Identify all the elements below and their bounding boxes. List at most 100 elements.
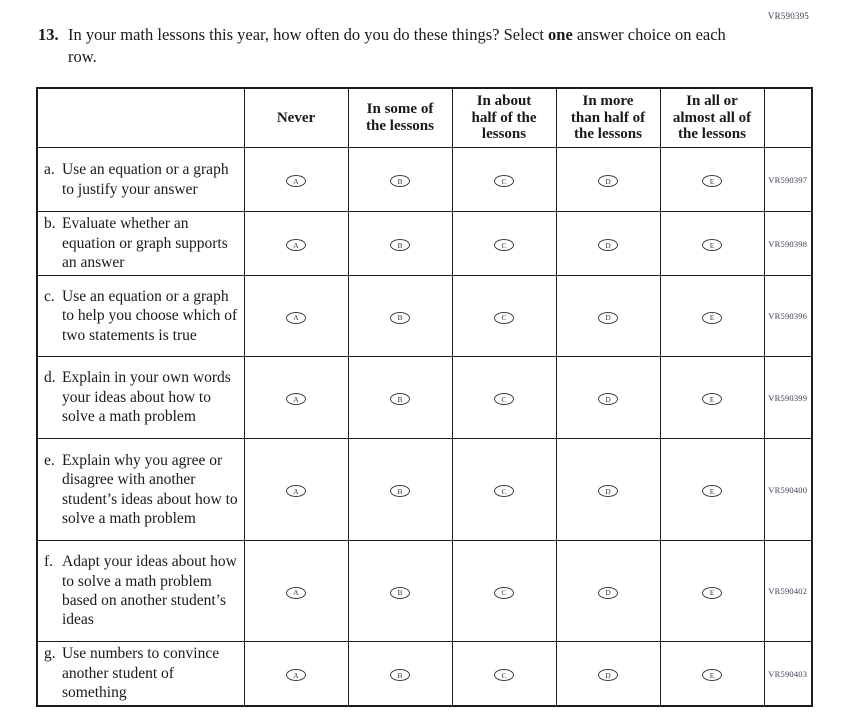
- row-label-cell: c. Use an equation or a graph to help yo…: [36, 275, 245, 357]
- option-cell-all: E: [659, 356, 765, 439]
- row-code: VR590398: [763, 211, 813, 276]
- option-cell-never: A: [243, 275, 349, 357]
- bubble-option-a[interactable]: A: [286, 311, 306, 324]
- option-cell-more-than-half: D: [555, 641, 661, 707]
- row-label: Use an equation or a graph to help you c…: [62, 287, 238, 344]
- bubble-option-d[interactable]: D: [598, 311, 618, 324]
- option-cell-about-half: C: [451, 438, 557, 541]
- bubble-option-c[interactable]: C: [494, 311, 514, 324]
- bubble-option-a[interactable]: A: [286, 239, 306, 252]
- bubble-option-d[interactable]: D: [598, 175, 618, 188]
- bubble-option-d[interactable]: D: [598, 485, 618, 498]
- bubble-option-e[interactable]: E: [702, 393, 722, 406]
- bubble-option-d[interactable]: D: [598, 669, 618, 682]
- table-row-e: e. Explain why you agree or disagree wit…: [36, 438, 813, 541]
- bubble-option-b[interactable]: B: [390, 393, 410, 406]
- question-number: 13.: [38, 25, 59, 44]
- bubble-option-b[interactable]: B: [390, 669, 410, 682]
- option-cell-about-half: C: [451, 356, 557, 439]
- row-label: Explain in your own words your ideas abo…: [62, 369, 231, 426]
- bubble-option-b[interactable]: B: [390, 311, 410, 324]
- option-cell-all: E: [659, 641, 765, 707]
- bubble-option-a[interactable]: A: [286, 175, 306, 188]
- bubble-option-b[interactable]: B: [390, 175, 410, 188]
- bubble-option-a[interactable]: A: [286, 393, 306, 406]
- bubble-option-a[interactable]: A: [286, 485, 306, 498]
- column-header-more-than-half: In more than half of the lessons: [555, 87, 661, 148]
- row-code: VR590403: [763, 641, 813, 707]
- bubble-option-c[interactable]: C: [494, 586, 514, 599]
- option-cell-more-than-half: D: [555, 147, 661, 212]
- header-row: Never In some of the lessons In about ha…: [36, 87, 813, 148]
- option-cell-about-half: C: [451, 147, 557, 212]
- bubble-option-d[interactable]: D: [598, 239, 618, 252]
- option-cell-never: A: [243, 356, 349, 439]
- option-cell-more-than-half: D: [555, 275, 661, 357]
- row-label: Use an equation or a graph to justify yo…: [62, 161, 229, 198]
- bubble-option-e[interactable]: E: [702, 586, 722, 599]
- column-header-code: [763, 87, 813, 148]
- option-cell-some: B: [347, 275, 453, 357]
- bubble-option-c[interactable]: C: [494, 239, 514, 252]
- bubble-option-e[interactable]: E: [702, 485, 722, 498]
- option-cell-more-than-half: D: [555, 356, 661, 439]
- row-label-cell: b. Evaluate whether an equation or graph…: [36, 211, 245, 276]
- bubble-option-c[interactable]: C: [494, 669, 514, 682]
- row-letter: e.: [44, 451, 55, 469]
- option-cell-about-half: C: [451, 211, 557, 276]
- table-row-a: a. Use an equation or a graph to justify…: [36, 147, 813, 212]
- row-label: Explain why you agree or disagree with a…: [62, 451, 238, 527]
- bubble-option-c[interactable]: C: [494, 393, 514, 406]
- option-cell-never: A: [243, 540, 349, 642]
- bubble-option-e[interactable]: E: [702, 311, 722, 324]
- option-cell-never: A: [243, 641, 349, 707]
- row-code: VR590396: [763, 275, 813, 357]
- question-13: 13. In your math lessons this year, how …: [38, 24, 738, 68]
- frequency-matrix-table: Never In some of the lessons In about ha…: [36, 87, 813, 707]
- table-row-c: c. Use an equation or a graph to help yo…: [36, 275, 813, 357]
- option-cell-all: E: [659, 275, 765, 357]
- row-code: VR590397: [763, 147, 813, 212]
- row-label-cell: f. Adapt your ideas about how to solve a…: [36, 540, 245, 642]
- row-letter: c.: [44, 287, 55, 305]
- option-cell-some: B: [347, 147, 453, 212]
- option-cell-all: E: [659, 438, 765, 541]
- bubble-option-e[interactable]: E: [702, 669, 722, 682]
- option-cell-never: A: [243, 147, 349, 212]
- row-code: VR590400: [763, 438, 813, 541]
- option-cell-more-than-half: D: [555, 540, 661, 642]
- bubble-option-c[interactable]: C: [494, 175, 514, 188]
- bubble-option-d[interactable]: D: [598, 586, 618, 599]
- question-text-post: answer choice on each row.: [68, 25, 726, 66]
- bubble-option-e[interactable]: E: [702, 175, 722, 188]
- option-cell-some: B: [347, 540, 453, 642]
- bubble-option-d[interactable]: D: [598, 393, 618, 406]
- row-letter: d.: [44, 369, 56, 387]
- bubble-option-c[interactable]: C: [494, 485, 514, 498]
- question-text-bold: one: [548, 25, 573, 44]
- bubble-option-b[interactable]: B: [390, 485, 410, 498]
- question-text: In your math lessons this year, how ofte…: [68, 24, 738, 68]
- bubble-option-a[interactable]: A: [286, 586, 306, 599]
- column-header-blank: [36, 87, 245, 148]
- option-cell-some: B: [347, 641, 453, 707]
- row-code: VR590399: [763, 356, 813, 439]
- option-cell-never: A: [243, 211, 349, 276]
- option-cell-all: E: [659, 147, 765, 212]
- row-label-cell: a. Use an equation or a graph to justify…: [36, 147, 245, 212]
- row-code: VR590402: [763, 540, 813, 642]
- column-header-all: In all or almost all of the lessons: [659, 87, 765, 148]
- option-cell-more-than-half: D: [555, 211, 661, 276]
- bubble-option-a[interactable]: A: [286, 669, 306, 682]
- option-cell-about-half: C: [451, 641, 557, 707]
- option-cell-more-than-half: D: [555, 438, 661, 541]
- row-label-cell: d. Explain in your own words your ideas …: [36, 356, 245, 439]
- form-code: VR590395: [767, 11, 809, 21]
- bubble-option-b[interactable]: B: [390, 586, 410, 599]
- row-label: Evaluate whether an equation or graph su…: [62, 215, 228, 272]
- bubble-option-e[interactable]: E: [702, 239, 722, 252]
- table-row-d: d. Explain in your own words your ideas …: [36, 356, 813, 439]
- bubble-option-b[interactable]: B: [390, 239, 410, 252]
- row-label-cell: e. Explain why you agree or disagree wit…: [36, 438, 245, 541]
